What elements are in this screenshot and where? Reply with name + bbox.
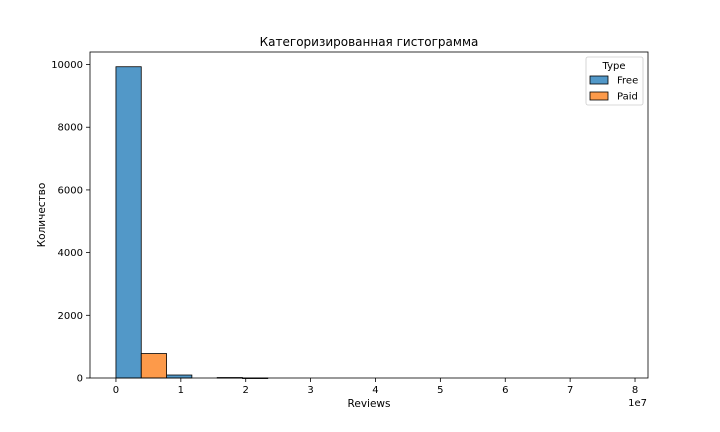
y-axis-label: Количество: [36, 183, 48, 248]
plot-frame: [89, 51, 649, 379]
x-axis-ticks: 0 1 2 3 4 5 6 7 8: [113, 378, 638, 396]
x-tick-label: 2: [243, 385, 249, 396]
y-tick-label: 8000: [58, 123, 83, 134]
x-tick-label: 8: [632, 385, 638, 396]
bars-group: [115, 66, 269, 379]
y-tick-label: 10000: [51, 60, 83, 71]
legend-label-paid: Paid: [617, 92, 638, 103]
legend-swatch-paid: [589, 91, 609, 101]
x-tick-label: 6: [502, 385, 508, 396]
bar-free-0: [115, 66, 142, 379]
bar-paid-0: [140, 353, 167, 379]
legend: Type Free Paid: [585, 56, 644, 106]
y-axis-ticks: 0 2000 4000 6000 8000 10000: [51, 60, 90, 385]
x-tick-label: 1: [178, 385, 184, 396]
y-tick-label: 4000: [58, 248, 83, 259]
x-tick-label: 5: [437, 385, 443, 396]
x-tick-label: 4: [372, 385, 378, 396]
y-tick-label: 6000: [58, 185, 83, 196]
legend-swatch-free: [589, 75, 609, 85]
chart-title: Категоризированная гистограмма: [260, 35, 479, 49]
legend-title: Type: [602, 61, 626, 72]
bar-free-1: [166, 374, 193, 379]
x-tick-label: 0: [113, 385, 119, 396]
x-axis-label: Reviews: [348, 398, 391, 410]
x-tick-label: 3: [307, 385, 313, 396]
legend-label-free: Free: [617, 76, 638, 87]
x-axis-offset-label: 1e7: [628, 398, 647, 409]
y-tick-label: 0: [77, 374, 83, 385]
x-tick-label: 7: [567, 385, 573, 396]
y-tick-label: 2000: [58, 311, 83, 322]
